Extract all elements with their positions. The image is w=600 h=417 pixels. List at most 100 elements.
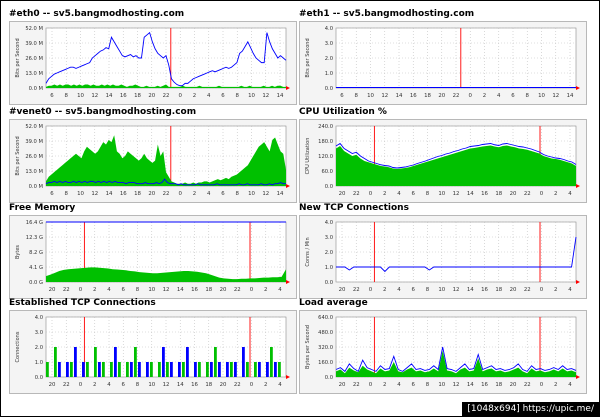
panel-title: #eth0 -- sv5.bangmodhosting.com [9, 9, 185, 19]
x-tick-label: 10 [438, 191, 445, 197]
data-bar [58, 362, 61, 377]
x-tick-label: 4 [497, 93, 501, 99]
x-tick-label: 16 [481, 287, 488, 293]
y-tick-label: 13.0 M [25, 169, 43, 175]
data-line [45, 31, 287, 87]
x-tick-label: 2 [483, 93, 486, 99]
y-axis-label: Connections [15, 331, 21, 362]
y-tick-label: 39.0 M [25, 139, 43, 145]
x-tick-label: 12 [262, 93, 269, 99]
x-tick-label: 18 [205, 382, 212, 388]
x-tick-label: 20 [339, 382, 346, 388]
data-bar [166, 362, 169, 377]
data-bar [274, 362, 277, 377]
x-tick-label: 14 [567, 93, 574, 99]
graph-svg: 16.4 G12.3 G8.2 G4.1 G0.0 G20 22 0 2 4 6 8 10 12… [15, 220, 290, 293]
y-tick-label: 13.0 M [25, 71, 43, 77]
image-size-footer[interactable]: [1048x694] https://upic.me/ [462, 402, 599, 416]
graph: 4.0 3.0 2.0 1.0 0.0 20 22 0 2 4 6 8 10 12 14 16 18 20 22 0 2… [9, 310, 297, 394]
y-tick-label: 1.0 [35, 360, 43, 366]
axis-end-arrow [576, 86, 580, 90]
x-tick-label: 2 [554, 287, 557, 293]
data-line [336, 236, 577, 273]
graph-svg: 52.0 M 39.0 M 26.0 M 13.0 M 0.0 M 6 8 10 12 14 16 1… [15, 124, 290, 197]
data-bar [194, 362, 197, 377]
x-tick-label: 0 [79, 382, 83, 388]
x-tick-label: 14 [277, 191, 284, 197]
y-tick-label: 4.1 G [29, 265, 43, 271]
data-bar [254, 362, 257, 377]
x-tick-label: 6 [412, 191, 416, 197]
x-tick-label: 16 [410, 93, 417, 99]
x-tick-label: 8 [136, 382, 140, 388]
data-line [335, 142, 577, 169]
x-tick-label: 6 [412, 287, 416, 293]
data-bar [198, 362, 201, 377]
x-tick-label: 4 [107, 287, 111, 293]
data-bar [246, 362, 249, 377]
y-tick-label: 4.0 [325, 220, 333, 226]
data-bar [86, 362, 89, 377]
y-tick-label: 1.0 [325, 71, 333, 77]
x-tick-label: 8 [65, 93, 69, 99]
data-bar [134, 347, 137, 377]
panel-title: CPU Utilization % [299, 107, 387, 117]
y-tick-label: 0.0 M [29, 86, 43, 92]
x-tick-label: 2 [554, 382, 557, 388]
x-tick-label: 12 [453, 382, 460, 388]
data-bar [82, 362, 85, 377]
x-tick-label: 6 [412, 382, 416, 388]
x-tick-label: 22 [163, 191, 170, 197]
data-area [336, 350, 576, 377]
data-bar [74, 347, 77, 377]
data-bar [278, 362, 281, 377]
y-tick-label: 26.0 M [25, 56, 43, 62]
x-tick-label: 18 [495, 191, 502, 197]
x-tick-label: 6 [340, 93, 344, 99]
graph-svg: 52.0 M 39.0 M 26.0 M 13.0 M 0.0 M 6 8 10 12 14 16 1… [15, 26, 290, 99]
x-tick-label: 12 [453, 191, 460, 197]
graph-svg: 4.0 3.0 2.0 1.0 0.0 20 22 0 2 4 6 8 10 12 14 16 18 20 22 0 2… [305, 220, 580, 293]
x-tick-label: 10 [538, 93, 545, 99]
y-tick-label: 320.0 [318, 345, 333, 351]
y-tick-label: 2.0 [325, 250, 333, 256]
x-tick-label: 20 [49, 382, 56, 388]
y-axis-label: Bytes per Second [305, 325, 311, 369]
x-tick-label: 8 [526, 93, 530, 99]
x-tick-label: 8 [426, 287, 430, 293]
x-tick-label: 14 [467, 287, 474, 293]
data-bar [46, 362, 49, 377]
y-tick-label: 0.0 G [29, 280, 43, 286]
y-tick-label: 0.0 [35, 375, 43, 381]
x-tick-label: 4 [278, 287, 282, 293]
y-tick-label: 3.0 [35, 330, 43, 336]
x-tick-label: 10 [77, 191, 84, 197]
data-bar [138, 362, 141, 377]
x-tick-label: 2 [264, 287, 267, 293]
x-tick-label: 6 [50, 93, 54, 99]
data-bar [266, 362, 269, 377]
y-tick-label: 0.0 [325, 280, 333, 286]
x-tick-label: 20 [339, 287, 346, 293]
x-tick-label: 10 [438, 382, 445, 388]
graph: 52.0 M 39.0 M 26.0 M 13.0 M 0.0 M 6 8 10 12 14 16 1… [9, 21, 297, 105]
x-tick-label: 22 [353, 287, 360, 293]
y-tick-label: 3.0 [325, 41, 333, 47]
x-tick-label: 18 [424, 93, 431, 99]
x-tick-label: 0 [250, 382, 254, 388]
panel-title: New TCP Connections [299, 203, 409, 213]
data-bar [234, 362, 237, 377]
y-tick-label: 0.0 M [29, 184, 43, 190]
y-tick-label: 60.0 [321, 169, 333, 175]
x-tick-label: 12 [262, 191, 269, 197]
data-bar [162, 347, 165, 377]
y-tick-label: 8.2 G [29, 250, 43, 256]
data-bar [70, 362, 73, 377]
x-tick-label: 12 [552, 93, 559, 99]
x-tick-label: 0 [179, 191, 183, 197]
y-tick-label: 120.0 [318, 154, 333, 160]
x-tick-label: 12 [91, 191, 98, 197]
y-tick-label: 52.0 M [25, 26, 43, 32]
x-tick-label: 14 [277, 93, 284, 99]
